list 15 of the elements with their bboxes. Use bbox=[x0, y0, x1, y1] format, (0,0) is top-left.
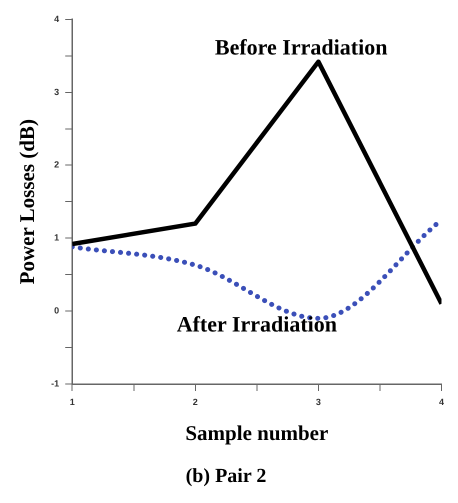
x-tick-label: 3 bbox=[316, 396, 321, 407]
y-tick-label: 2 bbox=[54, 160, 60, 170]
y-axis-title: Power Losses (dB) bbox=[15, 119, 40, 284]
series-label: After Irradiation bbox=[176, 311, 337, 336]
y-tick-label: 3 bbox=[54, 86, 60, 97]
y-tick-label: 1 bbox=[54, 232, 60, 243]
y-tick-label: -1 bbox=[51, 378, 60, 388]
x-tick-label: 2 bbox=[192, 396, 198, 407]
series-label: Before Irradiation bbox=[214, 34, 388, 60]
y-tick-label: 4 bbox=[54, 14, 60, 24]
x-tick-label: 4 bbox=[438, 396, 444, 407]
y-tick-label: 0 bbox=[54, 306, 60, 316]
x-tick-label: 1 bbox=[70, 396, 75, 407]
text: (b) Pair 2 bbox=[186, 465, 266, 488]
x-axis-title: Sample number bbox=[185, 420, 328, 445]
